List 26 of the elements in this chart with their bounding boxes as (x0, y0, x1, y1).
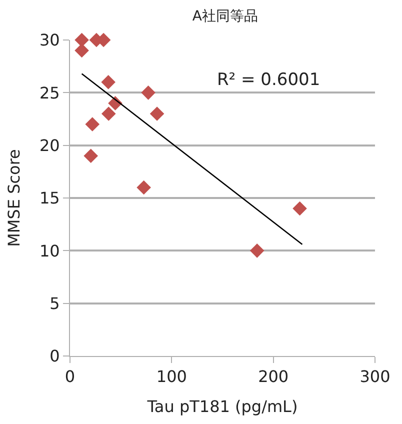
x-tick-label: 0 (64, 367, 76, 386)
point (250, 244, 264, 258)
y-axis-title: MMSE Score (4, 149, 24, 247)
y-tick-label: 25 (39, 83, 60, 102)
point (101, 74, 116, 90)
point (74, 43, 89, 58)
y-tick-label: 15 (39, 188, 60, 208)
x-tick-label: 300 (360, 367, 390, 386)
point (101, 106, 116, 121)
point (74, 32, 89, 48)
x-tick-label: 100 (156, 367, 187, 386)
y-tick-label: 30 (39, 30, 60, 50)
x-tick-label: 200 (258, 367, 289, 386)
point (84, 148, 98, 164)
point (150, 106, 164, 121)
point (136, 180, 151, 195)
y-tick-label: 5 (50, 294, 60, 313)
annotation: R² = 0.6001 (217, 70, 320, 90)
y-tick-label: 10 (39, 241, 60, 260)
x-axis-title: Tau pT181 (pg/mL) (146, 396, 298, 416)
y-tick-label: 0 (50, 346, 60, 366)
point (85, 117, 100, 132)
point (292, 201, 307, 216)
point (141, 86, 156, 100)
y-tick-label: 20 (39, 136, 60, 155)
chart-title: A社同等品 (192, 8, 258, 24)
